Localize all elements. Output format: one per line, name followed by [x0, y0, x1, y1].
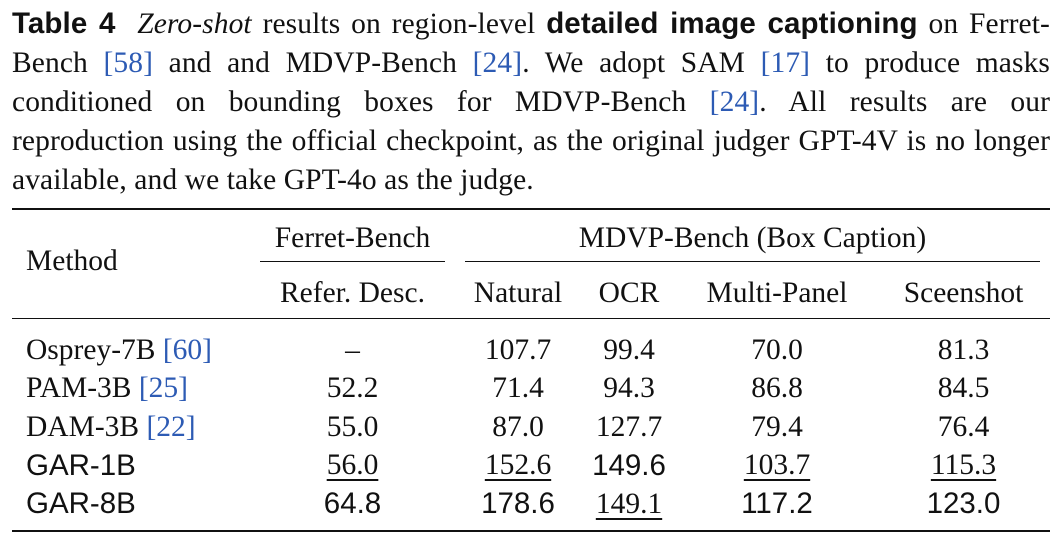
column-group-mdvp: MDVP-Bench (Box Caption): [455, 209, 1050, 268]
method-cell: DAM-3B [22]: [12, 408, 250, 447]
table-cell: 81.3: [937, 333, 990, 366]
table-caption: Table 4 Zero-shot results on region-leve…: [12, 4, 1050, 200]
citation-link[interactable]: [60]: [162, 333, 212, 366]
best-value: 123.0: [926, 487, 1001, 521]
column-header: Refer. Desc.: [280, 276, 425, 309]
table-cell: 70.0: [751, 333, 803, 366]
method-name: Osprey-7B: [26, 333, 163, 366]
caption-text: results on region-level: [251, 8, 547, 40]
method-cell: PAM-3B [25]: [12, 370, 250, 409]
best-value: 64.8: [323, 487, 382, 521]
table-cell: 52.2: [326, 372, 379, 405]
citation-link[interactable]: [58]: [103, 47, 154, 79]
table-row: GAR-1B 56.0 152.6 149.6 103.7 115.3: [12, 447, 1050, 486]
best-value: 149.6: [592, 448, 666, 482]
table-row: GAR-8B 64.8 178.6 149.1 117.2 123.0: [12, 485, 1050, 531]
table-cell: 149.1: [581, 485, 677, 531]
second-best-value: 56.0: [326, 449, 379, 482]
second-best-value: 152.6: [484, 449, 552, 482]
caption-text: to produce masks conditioned on bounding…: [12, 47, 1051, 118]
method-cell: GAR-1B: [26, 448, 136, 482]
citation-link[interactable]: [22]: [146, 410, 196, 443]
header-row-subcolumns: Refer. Desc. Natural OCR Multi-Panel Sce…: [12, 268, 1050, 319]
table-cell: 71.4: [492, 372, 544, 405]
citation-link[interactable]: [25]: [138, 372, 189, 405]
table-row: PAM-3B [25] 52.2 71.4 94.3 86.8 84.5: [12, 370, 1050, 409]
paper-page: Table 4 Zero-shot results on region-leve…: [12, 4, 1050, 531]
table-cell: 99.4: [603, 333, 655, 366]
citation-link[interactable]: [24]: [709, 86, 760, 118]
table-cell: 103.7: [677, 447, 877, 486]
table-cell: 115.3: [877, 447, 1050, 486]
second-best-value: 103.7: [743, 449, 811, 482]
method-name: PAM-3B: [26, 372, 139, 405]
best-value: 178.6: [481, 487, 555, 521]
table-cell: 107.7: [484, 333, 552, 366]
table-row: Osprey-7B [60] – 107.7 99.4 70.0 81.3: [12, 318, 1050, 370]
method-cell: GAR-8B: [26, 487, 136, 521]
table-cell: 86.8: [751, 372, 803, 405]
table-cell: 152.6: [455, 447, 581, 486]
citation-link[interactable]: [17]: [760, 47, 811, 79]
caption-text: on Ferret-Bench: [12, 8, 1050, 79]
column-group-ferret: Ferret-Bench: [250, 209, 455, 268]
column-header-method: Method: [26, 244, 118, 277]
mdvp-group-label: MDVP-Bench (Box Caption): [465, 222, 1040, 262]
caption-label: Table 4: [12, 7, 116, 40]
caption-text: and and MDVP-Bench: [153, 47, 473, 79]
column-header: OCR: [598, 276, 660, 309]
best-value: 117.2: [741, 487, 813, 521]
method-name: DAM-3B: [26, 410, 147, 443]
caption-emphasis: Zero-shot: [137, 8, 252, 40]
column-header: Natural: [473, 276, 563, 309]
column-header: Multi-Panel: [706, 276, 848, 309]
table-cell: 79.4: [751, 410, 803, 443]
caption-bold-phrase: detailed image captioning: [546, 7, 918, 40]
table-cell: 87.0: [492, 410, 544, 443]
table-cell: 76.4: [937, 410, 990, 443]
second-best-value: 149.1: [595, 487, 663, 520]
table-cell: 94.3: [603, 372, 655, 405]
column-header: Sceenshot: [903, 276, 1024, 309]
ferret-group-label: Ferret-Bench: [260, 222, 445, 262]
table-cell: 56.0: [250, 447, 455, 486]
citation-link[interactable]: [24]: [472, 47, 523, 79]
caption-text: . We adopt SAM: [522, 47, 761, 79]
second-best-value: 115.3: [930, 449, 997, 482]
table-row: DAM-3B [22] 55.0 87.0 127.7 79.4 76.4: [12, 408, 1050, 447]
results-table: Method Ferret-Bench MDVP-Bench (Box Capt…: [12, 208, 1050, 532]
table-cell: –: [345, 333, 360, 366]
table-cell: 127.7: [595, 410, 663, 443]
caption-text: . All results are our reproduction using…: [12, 86, 1050, 196]
table-cell: 84.5: [937, 372, 990, 405]
method-cell: Osprey-7B [60]: [12, 319, 250, 370]
header-row-groups: Method Ferret-Bench MDVP-Bench (Box Capt…: [12, 209, 1050, 277]
table-cell: 55.0: [326, 410, 379, 443]
